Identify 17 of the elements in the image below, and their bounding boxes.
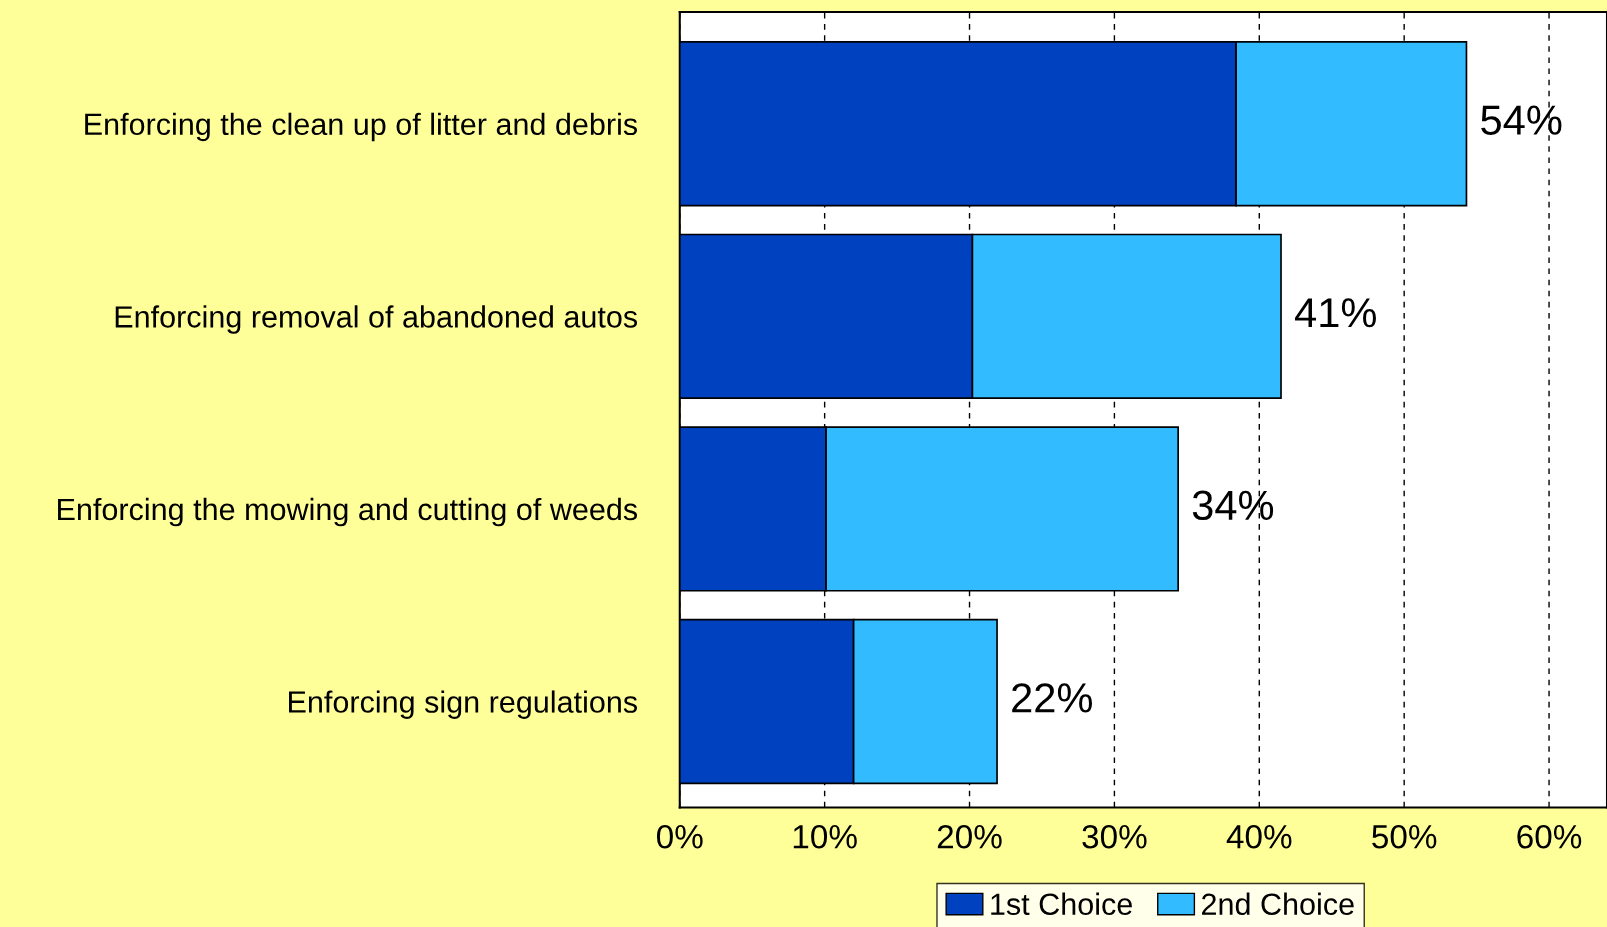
x-tick-label: 50% xyxy=(1372,824,1437,849)
total-label: 34% xyxy=(1192,490,1274,521)
y-tick-label: Enforcing the mowing and cutting of weeds xyxy=(58,497,638,527)
total-label: 41% xyxy=(1295,298,1376,328)
x-tick-label: 10% xyxy=(793,824,857,849)
x-tick-label: 20% xyxy=(937,824,1002,849)
x-tick-label: 40% xyxy=(1226,824,1292,849)
legend-label: 2nd Choice xyxy=(1202,892,1354,916)
total-label: 22% xyxy=(1012,683,1092,713)
total-label: 54% xyxy=(1481,105,1562,135)
y-tick-label: Enforcing the clean up of litter and debris xyxy=(85,112,638,142)
legend-label: 1st Choice xyxy=(991,892,1132,916)
x-tick-label: 60% xyxy=(1517,824,1582,849)
x-tick-label: 0% xyxy=(656,824,703,849)
y-tick-label: Enforcing removal of abandoned autos xyxy=(115,305,638,334)
x-tick-label: 30% xyxy=(1082,824,1147,849)
y-tick-label: Enforcing sign regulations xyxy=(289,690,638,719)
